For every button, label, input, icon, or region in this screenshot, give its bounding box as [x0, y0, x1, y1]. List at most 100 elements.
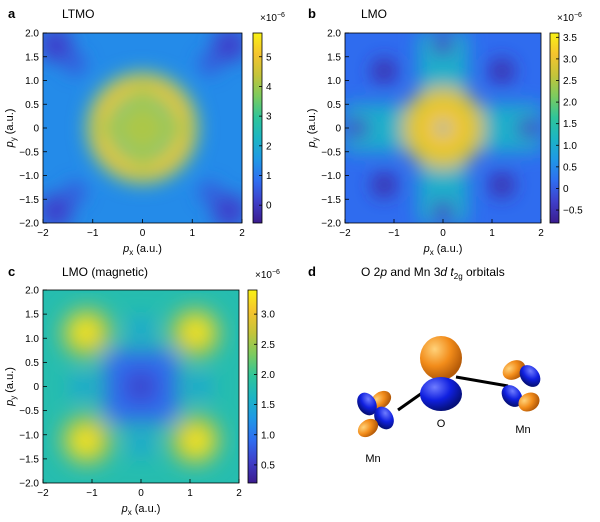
mn-right-t2g-orbital — [501, 360, 541, 412]
heatmap-blob — [183, 428, 212, 456]
heatmap-blob — [489, 172, 515, 198]
y-tick-label: −2.0 — [321, 219, 341, 230]
heatmap-blob — [212, 33, 242, 63]
y-tick-label: −0.5 — [19, 406, 39, 417]
heatmap-blob — [130, 433, 152, 456]
y-tick-label: 1.0 — [25, 76, 39, 87]
y-tick-label: −1.0 — [19, 171, 39, 182]
y-tick-label: 0.5 — [25, 100, 39, 111]
panel-title: O 2p and Mn 3d t2g orbitals — [361, 265, 505, 281]
heatmap-blob — [199, 182, 220, 203]
y-axis-label: py (a.u.) — [306, 109, 320, 149]
heatmap-plot: −2 −1 0 1 2 2.0 1.5 1.0 0.5 0 −0.5 −1.0 −1.5 −2.0 px (… — [4, 12, 285, 257]
title-sub: 2g — [454, 272, 463, 281]
heatmap-blob — [123, 369, 159, 404]
x-tick-label: 0 — [440, 228, 446, 239]
x-axis-label: px (a.u.) — [121, 503, 161, 517]
colorbar-tick-label: 1 — [266, 171, 272, 182]
colorbar-gradient — [549, 32, 560, 224]
y-tick-label: 0 — [33, 382, 39, 393]
orbital-diagram: Mn O Mn — [357, 336, 541, 465]
x-tick-label: 2 — [538, 228, 544, 239]
colorbar: −0.5 0 0.5 1.0 1.5 2.0 2.5 3.0 3.5 ×10−6 — [549, 12, 583, 224]
y-tick-label: 2.0 — [25, 29, 39, 40]
colorbar-gradient — [252, 32, 263, 224]
colorbar-tick-label: 2.5 — [563, 76, 577, 87]
blue-lobe — [357, 392, 377, 416]
mn-left-label: Mn — [365, 453, 380, 465]
y-tick-label: −1.5 — [19, 454, 39, 465]
y-tick-label: −1.0 — [321, 171, 341, 182]
heatmap-plot: −2 −1 0 1 2 2.0 1.5 1.0 0.5 0 −0.5 −1.0 −1.5 −2.0 px (… — [4, 269, 280, 517]
y-tick-label: 1.5 — [25, 310, 39, 321]
colorbar-tick-label: 0.5 — [563, 162, 577, 173]
x-tick-label: −2 — [37, 228, 49, 239]
colorbar-tick-label: 2.0 — [261, 370, 275, 381]
y-tick-label: 0 — [335, 124, 341, 135]
x-tick-label: −1 — [388, 228, 400, 239]
x-tick-label: 2 — [236, 488, 242, 499]
colorbar-gradient — [247, 289, 258, 484]
colorbar-tick-label: 1.0 — [261, 430, 275, 441]
x-tick-label: 0 — [138, 488, 144, 499]
colorbar-tick-label: 1.5 — [261, 400, 275, 411]
title-prefix: O 2 — [361, 265, 381, 279]
colorbar-exponent: ×10−6 — [255, 269, 280, 281]
colorbar-tick-label: 3 — [266, 112, 272, 123]
heatmap-blob — [212, 193, 242, 223]
y-tick-label: 2.0 — [25, 286, 39, 297]
y-tick-label: −1.0 — [19, 430, 39, 441]
heatmap-field — [345, 33, 541, 223]
panel-letter: d — [308, 264, 316, 279]
heatmap-blob — [371, 58, 397, 84]
heatmap-blob — [432, 34, 454, 56]
heatmap-blob — [70, 317, 99, 345]
panel-b: b LMO −2 −1 0 1 22.01.51.00.50−0.5−1.0−1.5−2… — [306, 6, 583, 257]
panel-letter: c — [8, 264, 15, 279]
colorbar-tick-label: 3.5 — [563, 33, 577, 44]
y-axis-label: py (a.u.) — [4, 109, 18, 149]
y-tick-label: 1.0 — [327, 76, 341, 87]
x-tick-label: −2 — [339, 228, 351, 239]
heatmap-blob — [436, 121, 450, 135]
x-tick-label: −2 — [37, 488, 49, 499]
panel-a: a LTMO −2 −1 0 1 22.01.51.00.50−0.5−1.0−1.5−… — [4, 6, 285, 257]
o-label: O — [437, 418, 446, 430]
heatmap-blob — [71, 375, 93, 398]
heatmap-blob — [489, 58, 515, 84]
title-d: d — [440, 265, 447, 279]
colorbar-tick-label: 2.0 — [563, 98, 577, 109]
y-tick-label: −1.5 — [19, 195, 39, 206]
heatmap-blob — [189, 375, 211, 398]
panel-title: LTMO — [62, 7, 94, 21]
mn-right-label: Mn — [515, 424, 530, 436]
title-p: p — [379, 265, 387, 279]
orange-lobe — [502, 360, 526, 380]
x-tick-label: 1 — [187, 488, 193, 499]
title-t: t — [447, 265, 454, 279]
blue-lobe — [420, 377, 462, 411]
heatmap-field — [43, 33, 242, 223]
heatmap-plot: −2 −1 0 1 2 2.0 1.5 1.0 0.5 0 −0.5 −1.0 −1.5 −2.0 px (… — [306, 12, 583, 257]
blue-lobe — [374, 406, 394, 430]
colorbar-tick-label: 2 — [266, 141, 272, 152]
mn-left-t2g-orbital — [357, 390, 394, 438]
orange-lobe — [518, 392, 540, 412]
heatmap-blob — [130, 317, 152, 340]
title-middle: and Mn 3 — [387, 265, 441, 279]
heatmap-blob — [517, 117, 540, 139]
colorbar-tick-label: 2.5 — [261, 340, 275, 351]
y-tick-label: 1.5 — [25, 52, 39, 63]
heatmap-blob — [199, 53, 220, 74]
blue-lobe — [519, 365, 541, 387]
colorbar-tick-label: 1.0 — [563, 141, 577, 152]
y-tick-label: 2.0 — [327, 29, 341, 40]
y-tick-label: −2.0 — [19, 219, 39, 230]
blue-lobe — [501, 385, 523, 407]
heatmap-blob — [183, 317, 212, 345]
y-tick-label: −1.5 — [321, 195, 341, 206]
y-tick-label: −0.5 — [321, 147, 341, 158]
heatmap-blob — [43, 193, 73, 223]
panel-title: LMO — [361, 7, 387, 21]
